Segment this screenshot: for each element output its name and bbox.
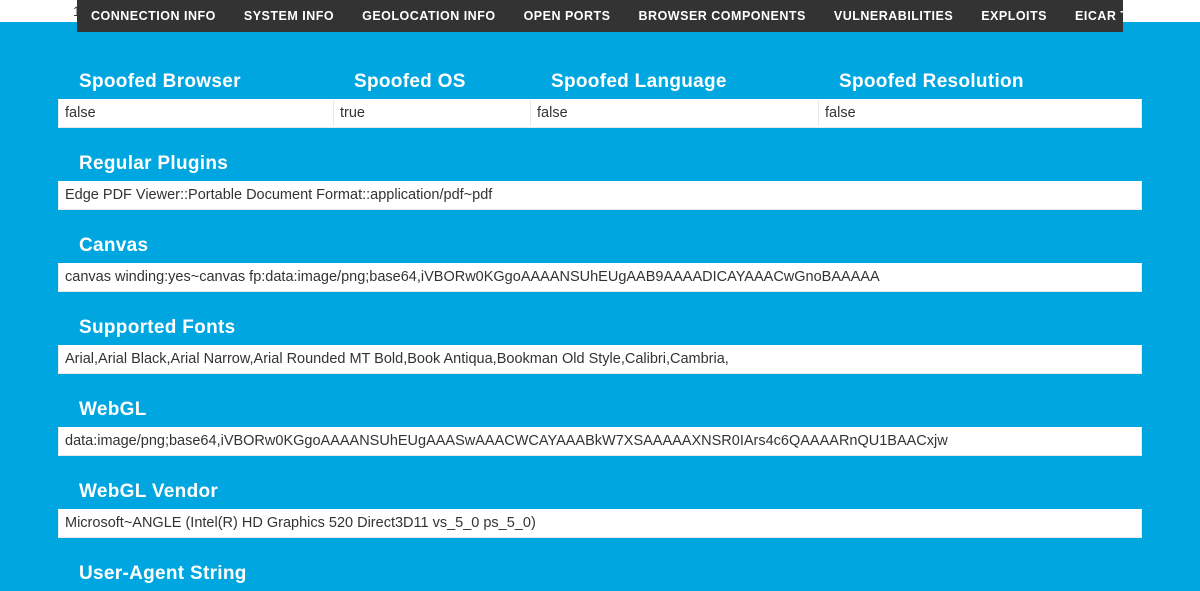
supported-fonts-header-row: Supported Fonts [58,310,1142,345]
canvas-section: Canvas canvas winding:yes~canvas fp:data… [58,228,1142,292]
canvas-data-row: canvas winding:yes~canvas fp:data:image/… [58,263,1142,292]
spoofed-resolution-value: false [818,100,1142,126]
spoofed-browser-value: false [58,100,333,126]
supported-fonts-data-row: Arial,Arial Black,Arial Narrow,Arial Rou… [58,345,1142,374]
spoofed-browser-header: Spoofed Browser [58,71,333,93]
spoofed-language-header: Spoofed Language [530,71,818,93]
webgl-header-row: WebGL [58,392,1142,427]
webgl-vendor-value: Microsoft~ANGLE (Intel(R) HD Graphics 52… [58,510,1142,536]
nav-open-ports[interactable]: OPEN PORTS [524,9,611,23]
webgl-section: WebGL data:image/png;base64,iVBORw0KGgoA… [58,392,1142,456]
supported-fonts-value: Arial,Arial Black,Arial Narrow,Arial Rou… [58,346,1142,372]
regular-plugins-header-row: Regular Plugins [58,146,1142,181]
user-agent-header: User-Agent String [58,563,1142,585]
user-agent-header-row: User-Agent String [58,556,1142,591]
spoofed-os-value: true [333,100,530,126]
spoofed-resolution-header: Spoofed Resolution [818,71,1142,93]
canvas-value: canvas winding:yes~canvas fp:data:image/… [58,264,1142,290]
spoofed-os-header: Spoofed OS [333,71,530,93]
webgl-value: data:image/png;base64,iVBORw0KGgoAAAANSU… [58,428,1142,454]
nav-browser-components[interactable]: BROWSER COMPONENTS [639,9,806,23]
supported-fonts-section: Supported Fonts Arial,Arial Black,Arial … [58,310,1142,374]
regular-plugins-section: Regular Plugins Edge PDF Viewer::Portabl… [58,146,1142,210]
nav-exploits[interactable]: EXPLOITS [981,9,1047,23]
spoofed-section: Spoofed Browser Spoofed OS Spoofed Langu… [58,64,1142,128]
webgl-header: WebGL [58,399,1142,421]
content-area: Spoofed Browser Spoofed OS Spoofed Langu… [0,22,1200,591]
regular-plugins-value: Edge PDF Viewer::Portable Document Forma… [58,182,1142,208]
nav-geolocation-info[interactable]: GEOLOCATION INFO [362,9,495,23]
regular-plugins-header: Regular Plugins [58,153,1142,175]
spoofed-header-row: Spoofed Browser Spoofed OS Spoofed Langu… [58,64,1142,99]
user-agent-section: User-Agent String [58,556,1142,591]
webgl-vendor-header-row: WebGL Vendor [58,474,1142,509]
nav-eicar-test[interactable]: EICAR TEST [1075,9,1154,23]
top-nav-bar: CONNECTION INFO SYSTEM INFO GEOLOCATION … [77,0,1123,32]
nav-vulnerabilities[interactable]: VULNERABILITIES [834,9,953,23]
spoofed-data-row: false true false false [58,99,1142,128]
webgl-vendor-data-row: Microsoft~ANGLE (Intel(R) HD Graphics 52… [58,509,1142,538]
webgl-vendor-section: WebGL Vendor Microsoft~ANGLE (Intel(R) H… [58,474,1142,538]
canvas-header-row: Canvas [58,228,1142,263]
spoofed-language-value: false [530,100,818,126]
canvas-header: Canvas [58,235,1142,257]
webgl-vendor-header: WebGL Vendor [58,481,1142,503]
webgl-data-row: data:image/png;base64,iVBORw0KGgoAAAANSU… [58,427,1142,456]
nav-system-info[interactable]: SYSTEM INFO [244,9,334,23]
nav-connection-info[interactable]: CONNECTION INFO [91,9,216,23]
supported-fonts-header: Supported Fonts [58,317,1142,339]
regular-plugins-data-row: Edge PDF Viewer::Portable Document Forma… [58,181,1142,210]
